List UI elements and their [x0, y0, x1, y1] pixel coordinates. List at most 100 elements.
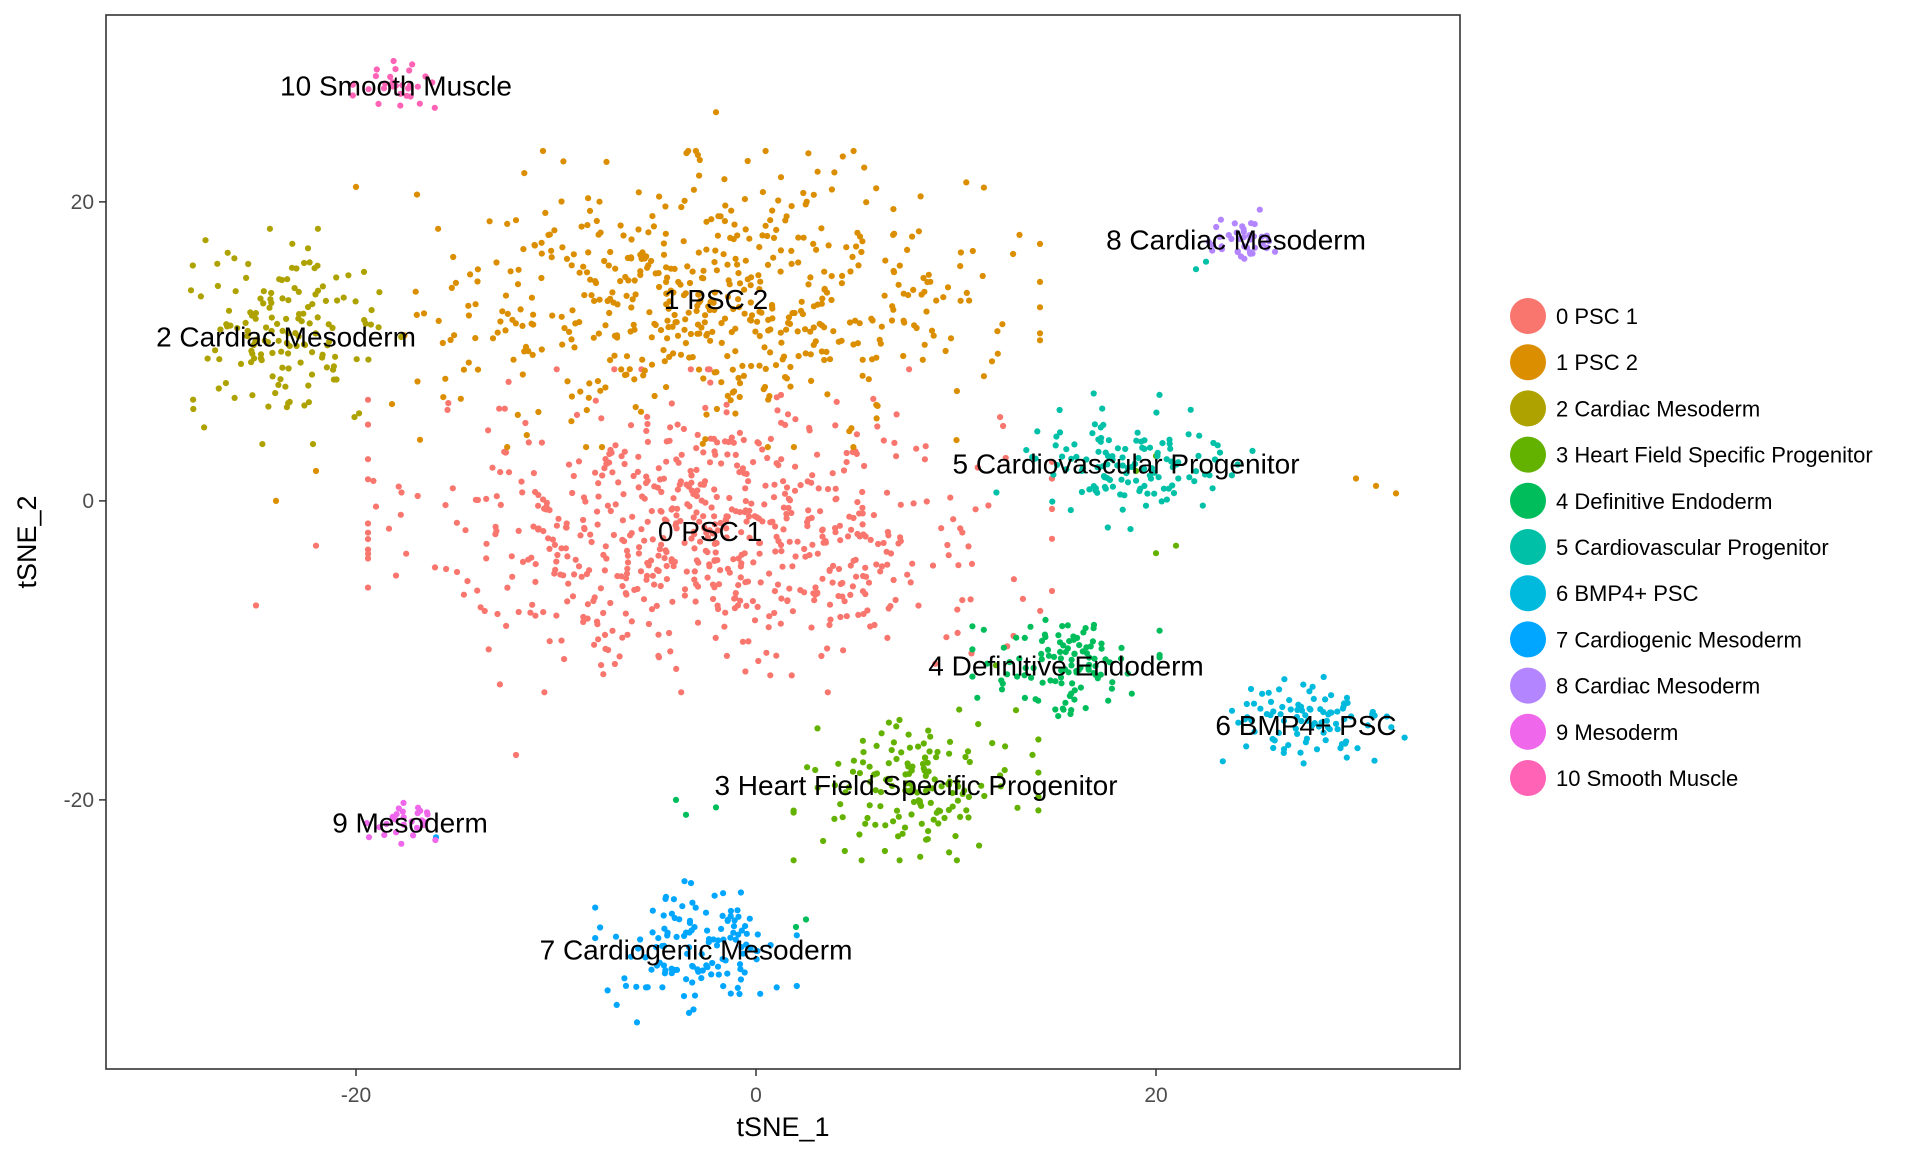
data-point: [813, 246, 820, 253]
data-point: [382, 80, 389, 87]
data-point: [965, 543, 972, 550]
data-point: [873, 742, 880, 750]
data-point: [667, 424, 674, 431]
data-point: [613, 332, 621, 339]
data-point: [1248, 717, 1255, 724]
legend-key: [1510, 482, 1546, 519]
data-point: [1256, 206, 1263, 213]
data-point: [621, 448, 628, 455]
data-point: [954, 629, 961, 637]
data-point: [1052, 706, 1059, 713]
data-point: [583, 269, 591, 276]
data-point: [922, 754, 929, 761]
series-2-points: [187, 225, 405, 448]
data-point: [974, 694, 981, 701]
data-point: [1300, 760, 1307, 767]
data-point: [778, 456, 785, 463]
data-point: [1320, 673, 1327, 681]
data-point: [546, 638, 553, 645]
data-point: [920, 740, 927, 747]
data-point: [1059, 705, 1066, 712]
data-point: [770, 494, 778, 501]
data-point: [751, 617, 759, 624]
data-point: [297, 359, 304, 366]
data-point: [920, 274, 927, 282]
data-point: [717, 567, 724, 574]
data-point: [736, 393, 743, 401]
cluster-label: 6 BMP4+ PSC: [1215, 710, 1396, 741]
data-point: [1148, 465, 1155, 472]
data-point: [783, 213, 790, 220]
data-point: [1214, 442, 1221, 449]
data-point: [1105, 453, 1112, 460]
data-point: [762, 222, 769, 229]
data-point: [697, 297, 704, 304]
data-point: [1322, 696, 1329, 703]
data-point: [742, 923, 749, 930]
data-point: [644, 518, 651, 525]
data-point: [502, 327, 509, 334]
data-point: [764, 232, 771, 240]
data-point: [409, 61, 416, 68]
data-point: [1364, 722, 1371, 729]
data-point: [969, 673, 976, 680]
data-point: [694, 487, 701, 494]
x-axis-title: tSNE_1: [736, 1112, 829, 1142]
data-point: [682, 811, 690, 818]
data-point: [385, 525, 393, 532]
data-point: [689, 899, 696, 906]
data-point: [474, 266, 481, 273]
data-point: [742, 485, 749, 492]
data-point: [1133, 437, 1140, 444]
data-point: [268, 327, 275, 335]
data-point: [612, 501, 619, 508]
data-point: [930, 816, 937, 823]
data-point: [563, 255, 571, 262]
data-point: [504, 584, 511, 591]
cluster-label: 8 Cardiac Mesoderm: [1106, 224, 1366, 255]
data-point: [850, 147, 857, 155]
data-point: [559, 244, 566, 251]
data-point: [786, 538, 793, 545]
data-point: [1243, 743, 1250, 750]
data-point: [202, 237, 209, 244]
data-point: [767, 349, 774, 356]
data-point: [197, 293, 204, 300]
data-point: [1337, 745, 1344, 752]
data-point: [212, 347, 219, 354]
data-point: [1250, 700, 1258, 707]
data-point: [873, 415, 880, 422]
data-point: [364, 476, 372, 483]
data-point: [399, 82, 406, 89]
data-point: [1216, 233, 1223, 240]
data-point: [1050, 653, 1058, 661]
data-point: [605, 646, 612, 654]
data-point: [1069, 680, 1076, 687]
data-point: [771, 588, 779, 595]
data-point: [734, 907, 741, 914]
data-point: [670, 896, 678, 903]
data-point: [1172, 542, 1180, 549]
data-point: [655, 654, 663, 661]
data-point: [765, 624, 772, 631]
data-point: [1105, 697, 1112, 704]
data-point: [259, 441, 266, 448]
data-point: [622, 273, 629, 281]
data-point: [583, 444, 590, 451]
data-point: [615, 479, 622, 486]
data-point: [693, 445, 700, 452]
data-point: [673, 966, 681, 974]
data-point: [788, 247, 795, 254]
data-point: [483, 495, 490, 502]
data-point: [750, 559, 757, 566]
data-point: [254, 336, 261, 343]
data-point: [947, 335, 955, 342]
data-point: [540, 609, 547, 616]
data-point: [351, 414, 358, 421]
data-point: [745, 478, 752, 485]
data-point: [1285, 742, 1292, 749]
data-point: [969, 247, 976, 255]
data-point: [797, 307, 805, 314]
data-point: [1022, 664, 1029, 672]
data-point: [541, 689, 548, 696]
